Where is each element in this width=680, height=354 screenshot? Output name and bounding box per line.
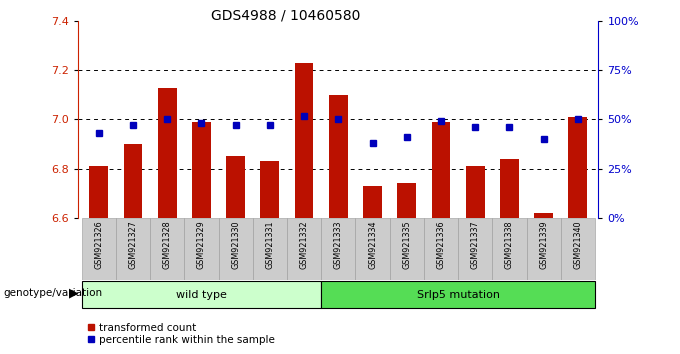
- Bar: [534, 213, 553, 218]
- Bar: [568, 117, 588, 218]
- Text: genotype/variation: genotype/variation: [3, 288, 103, 298]
- Bar: [397, 183, 416, 218]
- Bar: [561, 218, 595, 280]
- Bar: [466, 166, 485, 218]
- Bar: [184, 218, 218, 280]
- Text: GSM921326: GSM921326: [95, 220, 103, 269]
- Text: Srlp5 mutation: Srlp5 mutation: [417, 290, 500, 300]
- Text: GSM921332: GSM921332: [300, 220, 309, 269]
- Bar: [294, 63, 313, 218]
- Text: GSM921337: GSM921337: [471, 220, 479, 269]
- Text: wild type: wild type: [176, 290, 227, 300]
- Text: GSM921338: GSM921338: [505, 220, 514, 269]
- Text: GSM921340: GSM921340: [573, 220, 582, 269]
- Text: GSM921327: GSM921327: [129, 220, 137, 269]
- Bar: [226, 156, 245, 218]
- Bar: [158, 87, 177, 218]
- Bar: [458, 218, 492, 280]
- Bar: [82, 281, 321, 308]
- Bar: [492, 218, 526, 280]
- Bar: [390, 218, 424, 280]
- Text: GDS4988 / 10460580: GDS4988 / 10460580: [211, 9, 360, 23]
- Bar: [287, 218, 321, 280]
- Bar: [321, 281, 595, 308]
- Text: GSM921339: GSM921339: [539, 220, 548, 269]
- Bar: [329, 95, 347, 218]
- Bar: [260, 161, 279, 218]
- Bar: [218, 218, 253, 280]
- Text: ▶: ▶: [69, 287, 78, 300]
- Bar: [253, 218, 287, 280]
- Bar: [526, 218, 561, 280]
- Text: GSM921330: GSM921330: [231, 220, 240, 269]
- Text: GSM921334: GSM921334: [368, 220, 377, 269]
- Bar: [116, 218, 150, 280]
- Legend: transformed count, percentile rank within the sample: transformed count, percentile rank withi…: [84, 318, 279, 349]
- Bar: [432, 122, 450, 218]
- Bar: [424, 218, 458, 280]
- Bar: [124, 144, 142, 218]
- Bar: [82, 218, 116, 280]
- Text: GSM921336: GSM921336: [437, 220, 445, 269]
- Text: GSM921335: GSM921335: [403, 220, 411, 269]
- Bar: [363, 186, 382, 218]
- Text: GSM921333: GSM921333: [334, 220, 343, 269]
- Bar: [356, 218, 390, 280]
- Text: GSM921331: GSM921331: [265, 220, 274, 269]
- Bar: [500, 159, 519, 218]
- Text: GSM921328: GSM921328: [163, 220, 171, 269]
- Bar: [150, 218, 184, 280]
- Bar: [192, 122, 211, 218]
- Bar: [321, 218, 356, 280]
- Text: GSM921329: GSM921329: [197, 220, 206, 269]
- Bar: [89, 166, 108, 218]
